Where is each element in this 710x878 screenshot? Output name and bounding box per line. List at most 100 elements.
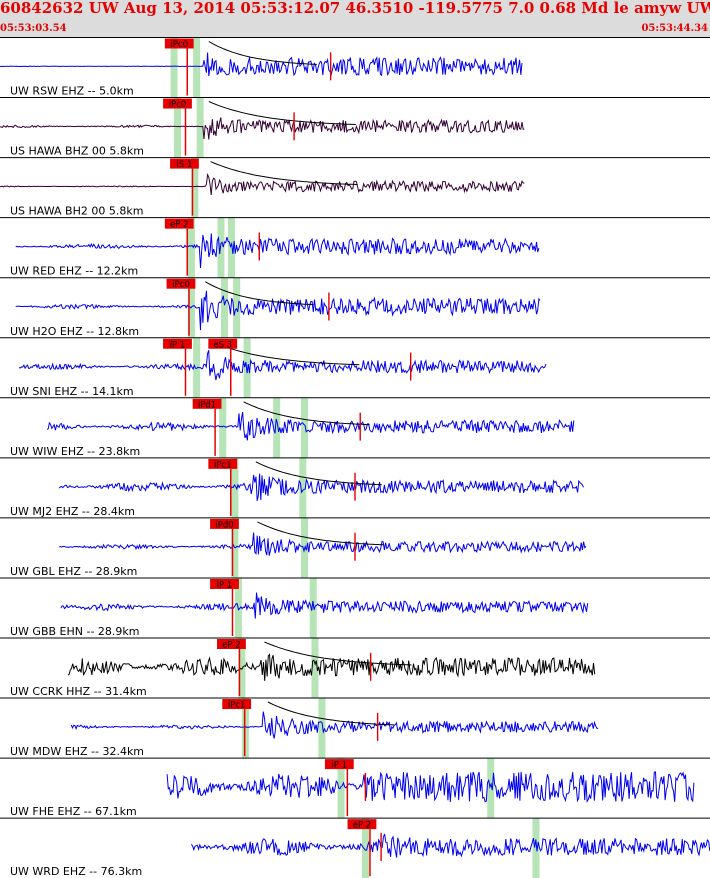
waveform bbox=[58, 473, 585, 501]
pick-label-box bbox=[192, 398, 222, 409]
pick-label: eP 2 bbox=[170, 220, 188, 230]
pick-window bbox=[219, 397, 227, 458]
pick-label: eP 2 bbox=[222, 641, 240, 651]
pick-label: iPc1 bbox=[228, 701, 246, 711]
coda-curve bbox=[212, 341, 360, 366]
pick-label: iPc0 bbox=[172, 280, 190, 290]
pick-window bbox=[191, 157, 199, 218]
waveform bbox=[60, 592, 589, 619]
pick-window bbox=[318, 698, 326, 759]
pick-label: iS 1 bbox=[177, 160, 193, 170]
pick-window bbox=[337, 758, 345, 819]
pick-label: iPc0 bbox=[169, 100, 187, 110]
pick-label: iP 1 bbox=[170, 340, 186, 350]
waveform bbox=[15, 290, 541, 331]
pick-label: iPc0 bbox=[170, 40, 188, 50]
pick-window bbox=[170, 37, 178, 98]
coda-curve bbox=[205, 281, 314, 306]
station-label: UW RED EHZ -- 12.2km bbox=[10, 265, 138, 278]
coda-curve bbox=[267, 701, 395, 726]
station-label: UW MJ2 EHZ -- 28.4km bbox=[10, 505, 135, 518]
pick-label-box bbox=[210, 518, 239, 529]
pick-label: eP 2 bbox=[353, 821, 371, 831]
pick-window bbox=[231, 457, 239, 518]
station-label: UW MDW EHZ -- 32.4km bbox=[10, 745, 144, 758]
event-title: 60842632 UW Aug 13, 2014 05:53:12.07 46.… bbox=[0, 0, 710, 17]
pick-label: eS 3 bbox=[213, 340, 232, 350]
pick-window bbox=[299, 457, 307, 518]
pick-window bbox=[193, 37, 201, 98]
pick-window bbox=[273, 397, 281, 458]
pick-label-box bbox=[164, 218, 194, 229]
start-time-label: 05:53:03.54 bbox=[0, 23, 67, 34]
waveform bbox=[15, 233, 540, 269]
pick-label-box bbox=[210, 578, 239, 589]
pick-label-box bbox=[163, 98, 192, 109]
coda-curve bbox=[255, 461, 382, 486]
station-label: UW WRD EHZ -- 76.3km bbox=[10, 865, 142, 878]
coda-curve bbox=[257, 521, 384, 546]
pick-window bbox=[187, 217, 195, 278]
pick-window bbox=[532, 818, 540, 878]
pick-window bbox=[309, 577, 317, 638]
waveform bbox=[67, 653, 596, 681]
station-label: UW GBL EHZ -- 28.9km bbox=[10, 565, 137, 578]
pick-label-box bbox=[208, 458, 238, 469]
pick-window bbox=[220, 277, 228, 338]
pick-label-box bbox=[164, 38, 194, 49]
pick-window bbox=[227, 217, 235, 278]
pick-window bbox=[217, 217, 225, 278]
waveform bbox=[0, 117, 525, 140]
station-labels: UW RSW EHZ -- 5.0km US HAWA BHZ 00 5.8km U… bbox=[10, 85, 147, 878]
pick-window bbox=[243, 337, 251, 398]
coda-curve bbox=[243, 401, 370, 426]
pick-window bbox=[174, 97, 181, 158]
coda-curve bbox=[210, 161, 358, 186]
pick-window bbox=[238, 638, 246, 699]
pick-label-box bbox=[170, 158, 199, 169]
pick-window bbox=[233, 277, 241, 338]
coda-curve bbox=[208, 41, 317, 65]
waveform bbox=[190, 833, 710, 858]
waveform bbox=[59, 532, 587, 556]
station-label: UW SNI EHZ -- 14.1km bbox=[10, 385, 134, 398]
end-time-label: 05:53:44.34 bbox=[641, 23, 708, 34]
waveform bbox=[18, 349, 547, 381]
pick-label-box bbox=[347, 819, 377, 830]
waveform-traces bbox=[0, 37, 710, 858]
pick-window bbox=[487, 758, 495, 819]
station-label: UW GBB EHN -- 28.9km bbox=[10, 625, 140, 638]
pick-window bbox=[193, 337, 201, 398]
waveform bbox=[46, 412, 575, 441]
waveform bbox=[0, 172, 525, 196]
pick-label: iPd0 bbox=[215, 520, 233, 530]
pick-label-box bbox=[217, 639, 246, 649]
station-label: UW H2O EHZ -- 12.8km bbox=[10, 325, 139, 338]
pick-label: iPd1 bbox=[198, 400, 216, 410]
pick-label: iP 1 bbox=[332, 761, 348, 771]
pick-label: iP 1 bbox=[217, 580, 233, 590]
pick-label: iPc1 bbox=[214, 460, 232, 470]
station-label: UW CCRK HHZ -- 31.4km bbox=[10, 685, 147, 698]
pick-window bbox=[361, 818, 369, 878]
waveform bbox=[70, 711, 599, 739]
waveform bbox=[166, 771, 695, 803]
station-label: UW WIW EHZ -- 23.8km bbox=[10, 445, 140, 458]
station-label: UW FHE EHZ -- 67.1km bbox=[10, 805, 137, 818]
pick-window bbox=[311, 638, 319, 699]
pick-label-box bbox=[324, 759, 354, 770]
pick-window bbox=[196, 97, 204, 158]
record-header: 60842632 UW Aug 13, 2014 05:53:12.07 46.… bbox=[0, 0, 710, 38]
pick-window bbox=[301, 397, 309, 458]
station-label: US HAWA BHZ 00 5.8km bbox=[10, 145, 144, 158]
pick-label-box bbox=[222, 699, 252, 710]
pick-label-box bbox=[208, 338, 238, 349]
pick-label-box bbox=[163, 338, 192, 349]
pick-overlays: iPc0 iPc0 iS 1 eP 2 iPc0 iP 1 eS 3 iPd1 iPc1 iPd0… bbox=[163, 38, 412, 877]
station-label: UW RSW EHZ -- 5.0km bbox=[10, 85, 134, 98]
station-label: US HAWA BH2 00 5.8km bbox=[10, 205, 143, 218]
coda-curve bbox=[208, 101, 356, 125]
waveform bbox=[0, 52, 523, 77]
pick-label-box bbox=[166, 278, 196, 289]
